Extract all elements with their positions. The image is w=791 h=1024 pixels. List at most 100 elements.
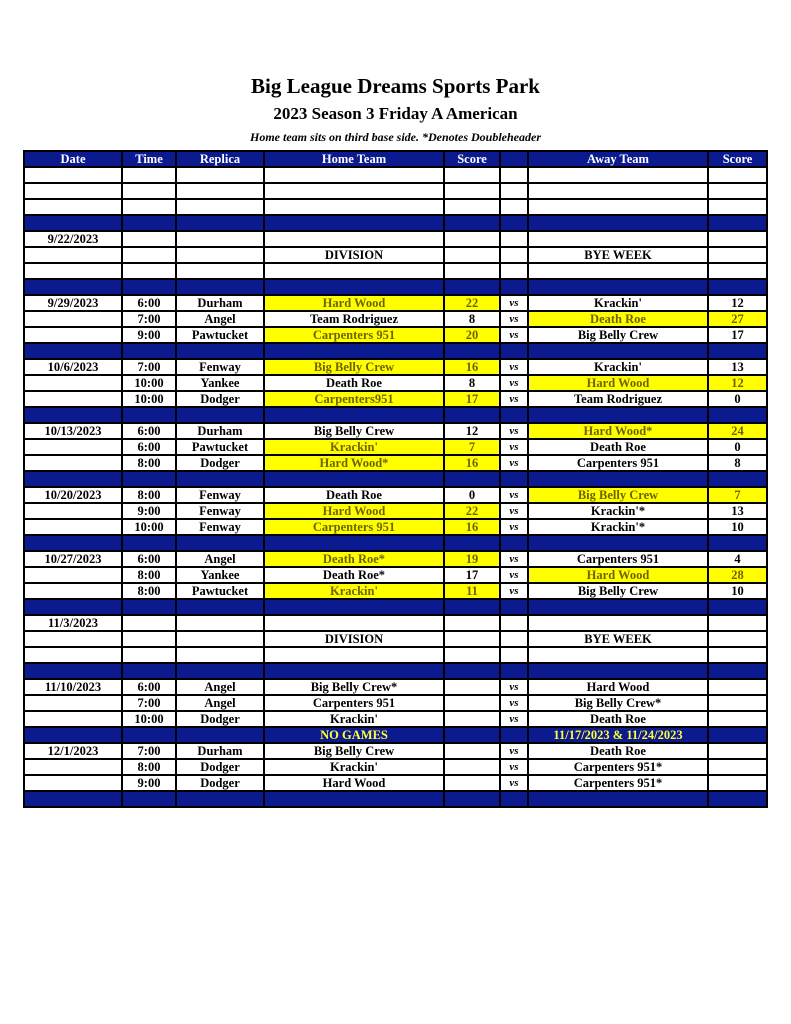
home-team-cell	[263, 534, 445, 552]
separator-row	[23, 406, 768, 424]
away-team-cell: Carpenters 951	[527, 550, 709, 568]
home-team-cell	[263, 166, 445, 184]
table-row: 12/1/2023 7:00 Durham Big Belly Crew vs Death…	[23, 742, 768, 760]
home-team-cell: Hard Wood	[263, 502, 445, 520]
document-title: Big League Dreams Sports Park	[251, 74, 540, 98]
away-score-cell: 8	[707, 454, 768, 472]
replica-cell: Fenway	[175, 502, 265, 520]
home-team-cell: Hard Wood	[263, 294, 445, 312]
away-score-cell	[707, 534, 768, 552]
date-cell: 10/13/2023	[23, 422, 123, 440]
time-cell	[121, 406, 177, 424]
table-row: 10:00 Dodger Carpenters951 17 vs Team Rodrigu…	[23, 390, 768, 408]
home-team-cell: Hard Wood*	[263, 454, 445, 472]
away-team-cell: Carpenters 951*	[527, 774, 709, 792]
home-score-cell: 8	[443, 310, 501, 328]
away-score-cell: 12	[707, 294, 768, 312]
date-cell	[23, 310, 123, 328]
blank-row	[23, 166, 768, 184]
away-score-cell: 27	[707, 310, 768, 328]
away-score-cell	[707, 182, 768, 200]
time-cell: 8:00	[121, 582, 177, 600]
time-cell	[121, 230, 177, 248]
home-team-cell	[263, 230, 445, 248]
date-cell	[23, 710, 123, 728]
home-score-cell: 19	[443, 550, 501, 568]
home-team-cell: Carpenters 951	[263, 694, 445, 712]
vs-cell: vs	[499, 678, 529, 696]
replica-cell: Pawtucket	[175, 582, 265, 600]
away-team-cell	[527, 342, 709, 360]
table-row: 11/3/2023	[23, 614, 768, 632]
vs-cell: vs	[499, 422, 529, 440]
table-row: 8:00 Pawtucket Krackin' 11 vs Big Belly Crew 1…	[23, 582, 768, 600]
schedule-table: Date Time Replica Home Team Score Away T…	[23, 150, 768, 808]
date-cell	[23, 454, 123, 472]
away-score-cell	[707, 230, 768, 248]
home-score-cell	[443, 758, 501, 776]
date-cell	[23, 534, 123, 552]
replica-cell	[175, 406, 265, 424]
separator-row	[23, 342, 768, 360]
home-team-cell	[263, 182, 445, 200]
away-score-cell	[707, 246, 768, 264]
time-cell	[121, 262, 177, 280]
vs-cell	[499, 726, 529, 744]
home-score-cell	[443, 662, 501, 680]
time-cell	[121, 246, 177, 264]
home-score-cell: 22	[443, 294, 501, 312]
time-cell: 6:00	[121, 438, 177, 456]
home-team-cell	[263, 662, 445, 680]
time-cell	[121, 278, 177, 296]
home-team-cell: Big Belly Crew	[263, 742, 445, 760]
home-score-cell	[443, 182, 501, 200]
away-team-cell: Krackin'*	[527, 518, 709, 536]
away-team-cell	[527, 662, 709, 680]
home-score-cell	[443, 630, 501, 648]
table-row: 11/10/2023 6:00 Angel Big Belly Crew* vs Hard…	[23, 678, 768, 696]
home-team-cell: Death Roe*	[263, 566, 445, 584]
separator-row	[23, 278, 768, 296]
away-score-cell: 7	[707, 486, 768, 504]
away-score-cell	[707, 598, 768, 616]
table-header-row: Date Time Replica Home Team Score Away T…	[23, 150, 768, 168]
time-cell	[121, 470, 177, 488]
home-score-cell	[443, 598, 501, 616]
vs-cell: vs	[499, 566, 529, 584]
time-cell: 6:00	[121, 550, 177, 568]
replica-cell: Dodger	[175, 774, 265, 792]
time-cell	[121, 534, 177, 552]
home-score-cell	[443, 790, 501, 808]
table-row: 9:00 Dodger Hard Wood vs Carpenters 951*	[23, 774, 768, 792]
date-cell	[23, 278, 123, 296]
date-cell	[23, 518, 123, 536]
home-team-cell: Hard Wood	[263, 774, 445, 792]
vs-cell: vs	[499, 758, 529, 776]
replica-cell	[175, 230, 265, 248]
date-cell	[23, 790, 123, 808]
away-score-cell	[707, 278, 768, 296]
time-cell: 6:00	[121, 422, 177, 440]
home-team-cell: DIVISION	[263, 630, 445, 648]
away-team-cell	[527, 166, 709, 184]
replica-cell	[175, 246, 265, 264]
date-cell: 9/22/2023	[23, 230, 123, 248]
home-team-cell	[263, 646, 445, 664]
time-cell	[121, 182, 177, 200]
table-row: 10:00 Dodger Krackin' vs Death Roe	[23, 710, 768, 728]
replica-cell	[175, 182, 265, 200]
replica-cell	[175, 342, 265, 360]
date-cell	[23, 582, 123, 600]
away-team-cell	[527, 262, 709, 280]
away-score-cell	[707, 710, 768, 728]
away-score-cell: 17	[707, 326, 768, 344]
vs-cell	[499, 342, 529, 360]
home-score-cell	[443, 534, 501, 552]
replica-cell: Fenway	[175, 358, 265, 376]
away-team-cell: BYE WEEK	[527, 246, 709, 264]
date-cell	[23, 774, 123, 792]
home-team-cell: Big Belly Crew*	[263, 678, 445, 696]
replica-cell: Pawtucket	[175, 326, 265, 344]
date-cell	[23, 342, 123, 360]
away-team-cell: Death Roe	[527, 742, 709, 760]
